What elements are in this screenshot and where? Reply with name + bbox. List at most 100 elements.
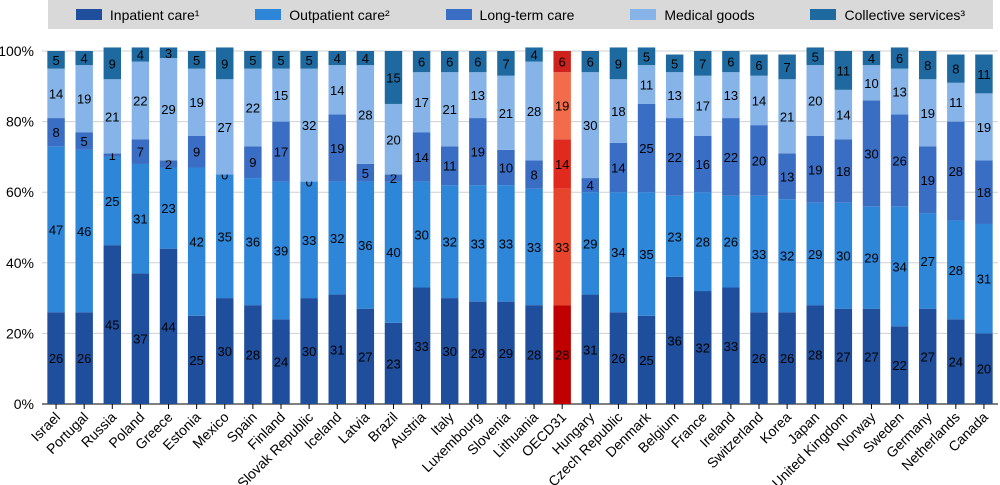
bar-segment — [947, 82, 965, 122]
bar-segment — [834, 89, 853, 140]
bar-value-label: 6 — [446, 55, 453, 70]
bar-value-label: 45 — [105, 318, 119, 333]
bar-segment — [581, 178, 600, 193]
legend-item: Inpatient care¹ — [75, 7, 199, 23]
bar-segment — [412, 132, 431, 182]
bar-segment — [806, 305, 824, 404]
bar-segment — [637, 65, 656, 104]
bar-value-label: 6 — [587, 55, 594, 70]
bar-segment — [778, 54, 796, 80]
bar-value-label: 28 — [949, 263, 963, 278]
bar-segment — [525, 61, 543, 161]
bar-value-label: 13 — [724, 88, 738, 103]
bar-value-label: 36 — [358, 238, 372, 253]
bar-segment — [609, 142, 628, 193]
bar-segment — [890, 326, 909, 404]
bar-value-label: 4 — [530, 48, 537, 63]
bar-value-label: 5 — [306, 53, 313, 68]
bar-segment — [159, 160, 178, 168]
bar-value-label: 0 — [221, 168, 228, 183]
bar-value-label: 27 — [358, 349, 372, 364]
bar-value-label: 19 — [330, 141, 344, 156]
bar-value-label: 8 — [530, 168, 537, 183]
bar-segment — [694, 291, 712, 404]
bar-value-label: 31 — [133, 212, 147, 227]
bar-value-label: 9 — [193, 145, 200, 160]
bar-value-label: 5 — [362, 166, 369, 181]
bar-segment — [384, 181, 403, 323]
bar-value-label: 19 — [977, 120, 991, 135]
bar-value-label: 13 — [667, 88, 681, 103]
bar-value-label: 9 — [615, 56, 622, 71]
bar-value-label: 28 — [358, 108, 372, 123]
bar-value-label: 33 — [471, 236, 485, 251]
bar-value-label: 25 — [189, 353, 203, 368]
bar-value-label: 47 — [49, 222, 63, 237]
bar-value-label: 33 — [555, 240, 569, 255]
bar-value-label: 32 — [330, 231, 344, 246]
bar-segment — [328, 114, 346, 182]
bar-value-label: 28 — [246, 348, 260, 363]
bar-segment — [525, 305, 543, 404]
bar-segment — [272, 51, 290, 69]
bar-value-label: 13 — [892, 85, 906, 100]
bar-value-label: 30 — [218, 344, 232, 359]
bar-segment — [525, 47, 543, 62]
bar-value-label: 5 — [277, 53, 284, 68]
bar-value-label: 46 — [77, 224, 91, 239]
bar-value-label: 21 — [780, 109, 794, 124]
bar-value-label: 28 — [949, 164, 963, 179]
bar-segment — [384, 174, 403, 182]
legend-label: Long-term care — [479, 6, 575, 23]
bar-value-label: 27 — [864, 349, 878, 364]
bar-segment — [47, 312, 65, 404]
bar-value-label: 0 — [306, 175, 313, 190]
bar-value-label: 28 — [527, 348, 541, 363]
bar-segment — [159, 248, 178, 404]
bar-value-label: 42 — [189, 235, 203, 250]
legend-swatch — [630, 9, 657, 20]
bar-segment — [187, 167, 206, 316]
bar-segment — [553, 51, 571, 73]
bar-value-label: 22 — [133, 93, 147, 108]
bar-segment — [975, 333, 993, 404]
y-tick-label: 0% — [14, 396, 34, 412]
bar-value-label: 32 — [302, 118, 316, 133]
bar-value-label: 10 — [499, 160, 513, 175]
bar-value-label: 5 — [193, 53, 200, 68]
bar-value-label: 8 — [52, 125, 59, 140]
bar-segment — [103, 245, 122, 404]
bar-segment — [356, 51, 375, 66]
bar-segment — [75, 65, 93, 133]
bar-value-label: 7 — [784, 60, 791, 75]
bar-segment — [300, 181, 318, 299]
bar-segment — [581, 192, 600, 295]
bar-value-label: 17 — [696, 99, 710, 114]
bar-segment — [975, 54, 993, 94]
bar-segment — [862, 308, 881, 404]
bar-segment — [609, 47, 628, 80]
bar-value-label: 22 — [667, 150, 681, 165]
bar-segment — [469, 185, 487, 302]
bar-value-label: 1 — [109, 148, 116, 163]
bar-value-label: 21 — [442, 102, 456, 117]
bar-value-label: 19 — [920, 173, 934, 188]
bar-segment — [328, 294, 346, 404]
bar-segment — [469, 301, 487, 404]
bar-segment — [862, 206, 881, 309]
bar-segment — [947, 319, 965, 404]
bar-segment — [412, 287, 431, 404]
legend-label: Outpatient care² — [289, 6, 390, 23]
bar-segment — [131, 61, 150, 140]
bar-value-label: 4 — [334, 51, 341, 66]
bar-value-label: 18 — [611, 104, 625, 119]
bar-value-label: 37 — [133, 332, 147, 347]
bar-value-label: 6 — [727, 55, 734, 70]
bar-segment — [356, 308, 375, 404]
bar-segment — [918, 146, 937, 214]
bar-segment — [694, 135, 712, 193]
bar-value-label: 26 — [724, 235, 738, 250]
bar-value-label: 8 — [952, 62, 959, 77]
bar-value-label: 5 — [249, 53, 256, 68]
